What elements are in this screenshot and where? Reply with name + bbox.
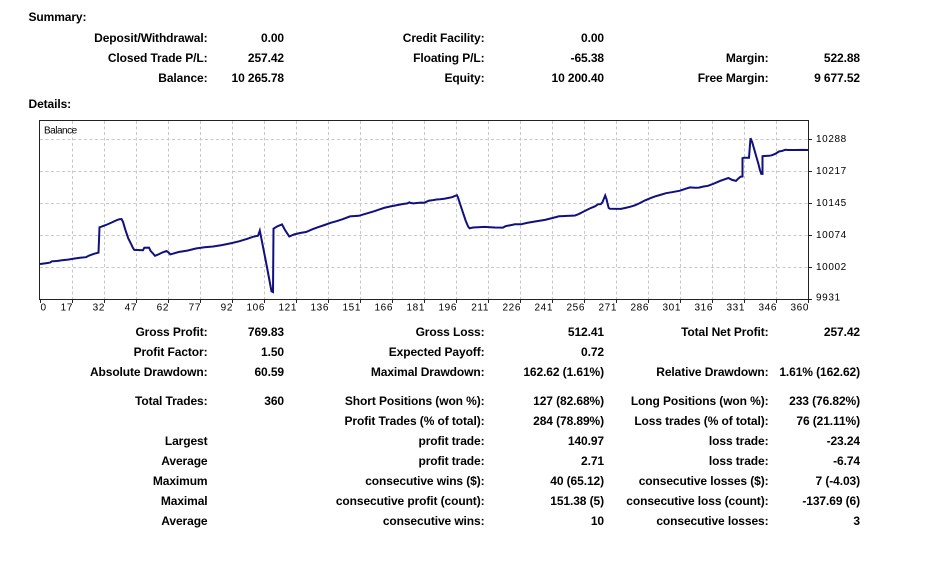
svg-text:271: 271 bbox=[599, 303, 618, 314]
svg-text:10217: 10217 bbox=[816, 166, 847, 177]
svg-text:301: 301 bbox=[663, 303, 682, 314]
svg-text:256: 256 bbox=[567, 303, 586, 314]
svg-text:196: 196 bbox=[439, 303, 458, 314]
svg-text:331: 331 bbox=[727, 303, 746, 314]
svg-text:226: 226 bbox=[503, 303, 522, 314]
svg-text:17: 17 bbox=[61, 303, 73, 314]
svg-text:151: 151 bbox=[343, 303, 362, 314]
svg-text:360: 360 bbox=[791, 303, 810, 314]
svg-text:47: 47 bbox=[125, 303, 137, 314]
svg-text:10002: 10002 bbox=[816, 262, 847, 273]
svg-text:121: 121 bbox=[279, 303, 298, 314]
svg-text:10074: 10074 bbox=[816, 230, 847, 241]
svg-text:10288: 10288 bbox=[816, 134, 847, 145]
svg-text:316: 316 bbox=[695, 303, 714, 314]
svg-text:32: 32 bbox=[93, 303, 105, 314]
svg-text:9931: 9931 bbox=[816, 293, 841, 304]
svg-text:92: 92 bbox=[221, 303, 233, 314]
svg-text:136: 136 bbox=[311, 303, 330, 314]
svg-text:Balance: Balance bbox=[44, 126, 78, 137]
svg-text:166: 166 bbox=[375, 303, 394, 314]
svg-text:10145: 10145 bbox=[816, 198, 847, 209]
svg-text:211: 211 bbox=[471, 303, 489, 314]
svg-text:286: 286 bbox=[631, 303, 650, 314]
svg-text:62: 62 bbox=[157, 303, 169, 314]
svg-text:346: 346 bbox=[759, 303, 778, 314]
svg-text:106: 106 bbox=[247, 303, 266, 314]
svg-text:77: 77 bbox=[189, 303, 201, 314]
svg-text:241: 241 bbox=[535, 303, 554, 314]
svg-text:0: 0 bbox=[41, 303, 47, 314]
svg-text:181: 181 bbox=[407, 303, 426, 314]
